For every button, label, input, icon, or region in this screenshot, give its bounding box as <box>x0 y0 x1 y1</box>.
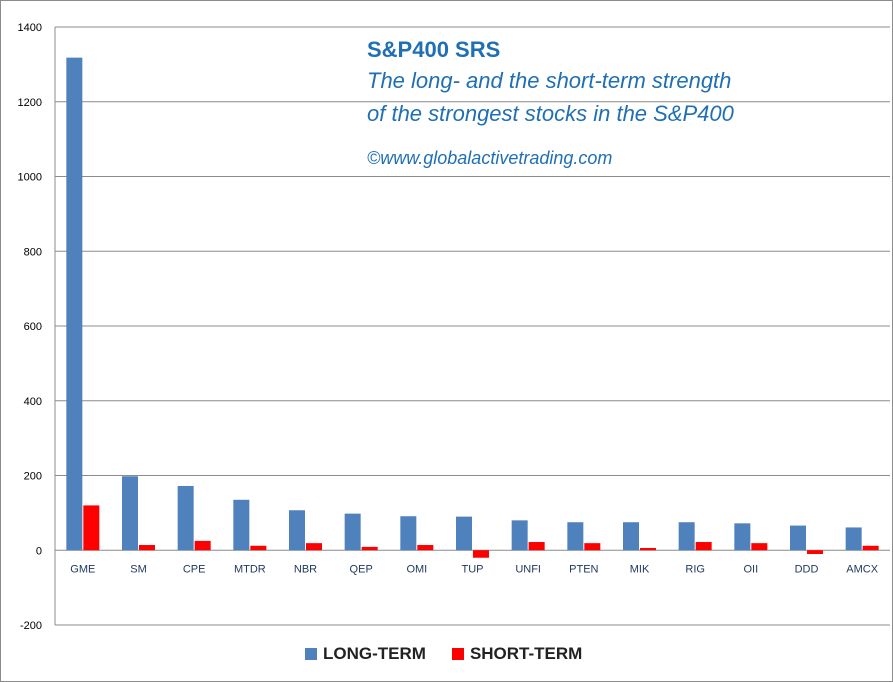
bar-long-term <box>511 520 528 551</box>
x-tick-label: OMI <box>406 563 427 575</box>
legend-swatch-long <box>305 648 317 660</box>
bar-short-term <box>807 550 823 554</box>
gridlines <box>54 26 890 626</box>
x-tick-label: SM <box>130 563 147 575</box>
bar-long-term <box>567 522 584 551</box>
x-tick-label: MTDR <box>234 563 266 575</box>
x-tick-label: QEP <box>350 563 373 575</box>
copyright-text: ©www.globalactivetrading.com <box>367 148 613 168</box>
y-tick-label: 200 <box>24 471 42 483</box>
bar-short-term <box>194 540 211 551</box>
chart-subtitle-line-2: of the strongest stocks in the S&P400 <box>367 101 734 126</box>
x-tick-label: GME <box>70 563 95 575</box>
legend-label-long: LONG-TERM <box>323 644 426 663</box>
chart-title-block: S&P400 SRS The long- and the short-term … <box>367 36 734 169</box>
y-tick-label: -200 <box>20 620 42 632</box>
bar-short-term <box>250 545 267 551</box>
x-tick-label: AMCX <box>846 563 878 575</box>
y-axis-ticks: -200 0 200 400 600 800 1000 1200 1400 <box>18 22 42 632</box>
bars <box>66 57 879 558</box>
bar-long-term <box>400 516 417 551</box>
bar-long-term <box>456 516 472 551</box>
legend-swatch-short <box>451 648 464 660</box>
x-tick-label: PTEN <box>569 563 598 575</box>
x-tick-label: DDD <box>795 563 819 575</box>
bar-long-term <box>623 522 639 551</box>
bar-short-term <box>528 542 545 551</box>
y-tick-label: 600 <box>24 321 42 333</box>
bar-short-term <box>361 546 378 551</box>
legend: LONG-TERM SHORT-TERM <box>305 644 608 664</box>
y-tick-label: 1200 <box>18 97 42 109</box>
bar-long-term <box>233 499 250 551</box>
legend-item-long: LONG-TERM <box>305 644 426 664</box>
bar-long-term <box>344 513 361 551</box>
legend-label-short: SHORT-TERM <box>469 644 583 663</box>
bar-short-term <box>139 545 155 551</box>
bar-long-term <box>289 510 305 551</box>
x-tick-label: CPE <box>183 563 206 575</box>
x-axis-ticks: GME SM CPE MTDR NBR QEP OMI TUP UNFI PTEN MIK RIG OI… <box>70 563 878 575</box>
x-tick-label: OII <box>743 563 758 575</box>
y-tick-label: 0 <box>36 545 42 557</box>
y-tick-label: 1000 <box>18 172 42 184</box>
x-tick-label: UNFI <box>515 563 541 575</box>
y-tick-label: 400 <box>24 396 42 408</box>
bar-long-term <box>790 525 806 551</box>
x-tick-label: TUP <box>462 563 484 575</box>
bar-short-term <box>83 505 100 551</box>
y-tick-label: 800 <box>24 246 42 258</box>
x-tick-label: MIK <box>630 563 650 575</box>
x-tick-label: RIG <box>685 563 705 575</box>
y-tick-label: 1400 <box>18 22 42 34</box>
bar-long-term <box>734 523 751 551</box>
bar-short-term <box>306 543 322 551</box>
x-tick-label: NBR <box>294 563 317 575</box>
bar-short-term <box>695 542 712 551</box>
bar-short-term <box>584 543 601 551</box>
bar-long-term <box>66 57 83 551</box>
chart-subtitle-line-1: The long- and the short-term strength <box>367 68 732 93</box>
bar-long-term <box>678 522 695 551</box>
bar-long-term <box>177 485 194 551</box>
bar-short-term <box>751 543 768 551</box>
bar-short-term <box>862 545 879 551</box>
bar-short-term <box>473 550 489 558</box>
bar-long-term <box>845 527 862 551</box>
bar-short-term <box>417 545 434 551</box>
bar-short-term <box>640 548 656 551</box>
legend-item-short: SHORT-TERM <box>451 644 583 664</box>
bar-long-term <box>122 476 138 551</box>
chart-title: S&P400 SRS <box>367 37 501 62</box>
